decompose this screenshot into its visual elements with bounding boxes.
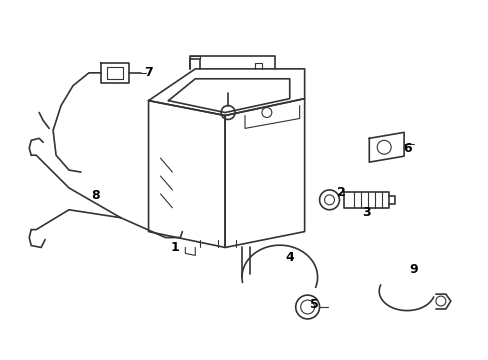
Text: 7: 7 <box>144 66 153 79</box>
Text: 1: 1 <box>171 241 180 254</box>
Text: 3: 3 <box>361 206 370 219</box>
Text: 4: 4 <box>285 251 293 264</box>
Text: 5: 5 <box>309 297 318 311</box>
Text: 2: 2 <box>336 186 345 199</box>
Text: 6: 6 <box>402 142 410 155</box>
Text: 8: 8 <box>91 189 100 202</box>
Text: 9: 9 <box>409 263 418 276</box>
